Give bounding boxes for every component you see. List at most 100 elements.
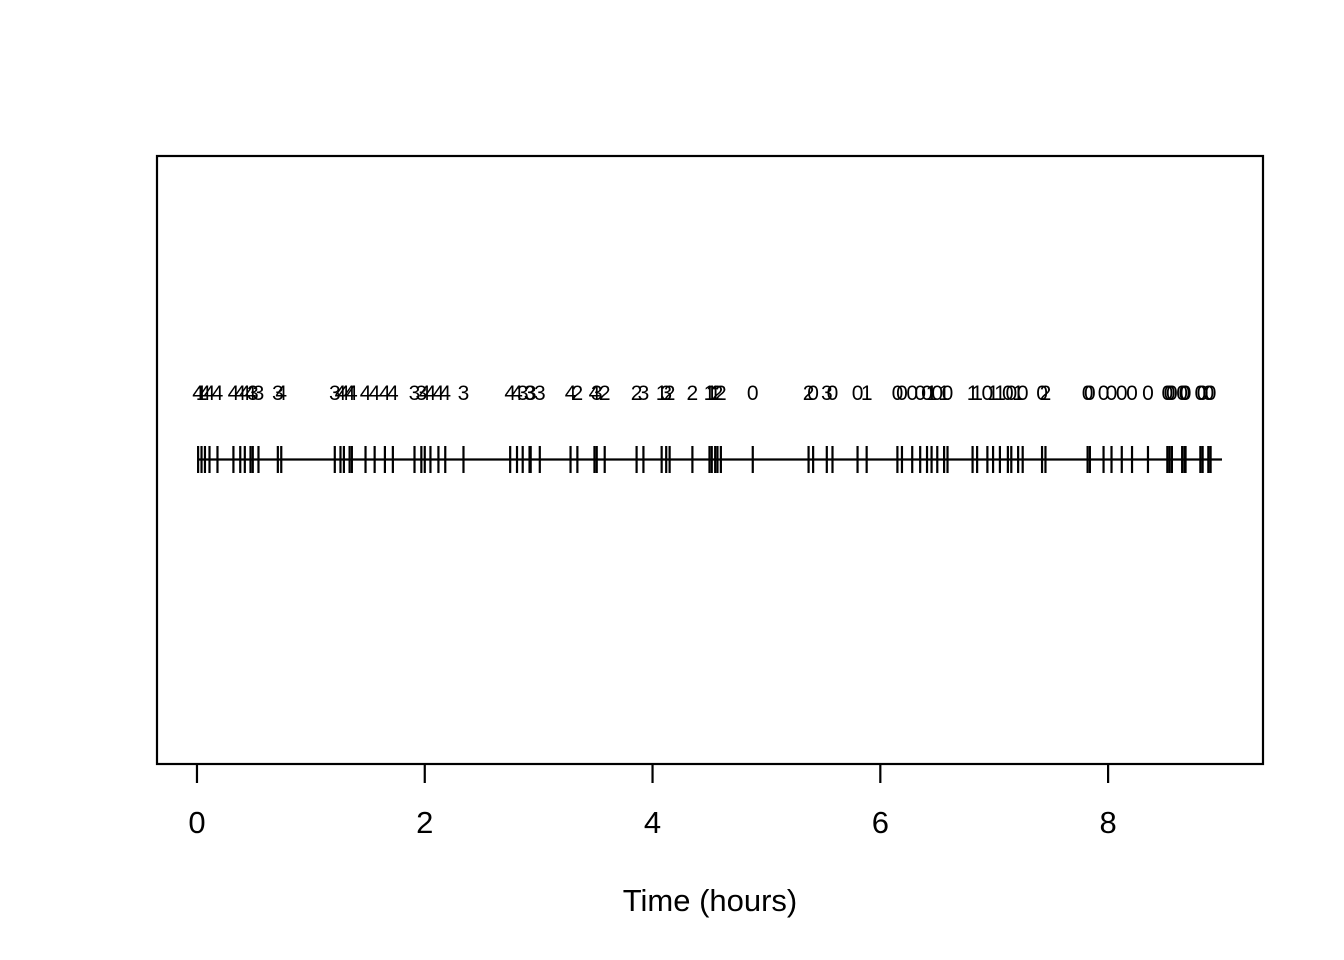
x-axis-tick-label: 4 [644, 805, 661, 840]
event-count-label: 3 [272, 382, 284, 405]
event-count-label: 1 [971, 382, 983, 405]
event-count-label: 1 [704, 382, 716, 405]
event-count-label: 1 [938, 382, 950, 405]
event-count-label: 0 [1195, 382, 1207, 405]
event-count-label: 1 [967, 382, 979, 405]
event-count-label: 4 [379, 382, 391, 405]
event-count-label: 4 [212, 382, 224, 405]
event-count-label: 4 [245, 382, 257, 405]
event-count-label: 0 [1164, 382, 1176, 405]
event-count-label: 0 [852, 382, 864, 405]
event-count-label: 1 [926, 382, 938, 405]
event-count-label: 3 [409, 382, 421, 405]
event-count-label: 3 [525, 382, 537, 405]
event-count-label: 0 [1176, 382, 1188, 405]
event-count-label: 4 [511, 382, 523, 405]
event-count-label: 3 [524, 382, 536, 405]
event-count-label: 0 [1084, 382, 1096, 405]
event-count-label: 3 [247, 382, 259, 405]
event-count-label: 4 [360, 382, 372, 405]
event-count-label: 0 [1116, 382, 1128, 405]
event-count-label: 4 [344, 382, 356, 405]
event-count-label: 0 [931, 382, 943, 405]
event-count-label: 4 [425, 382, 437, 405]
event-count-label: 0 [1017, 382, 1029, 405]
event-count-label: 4 [346, 382, 358, 405]
event-count-label: 0 [1126, 382, 1138, 405]
event-count-label: 0 [982, 382, 994, 405]
event-count-label: 0 [1179, 382, 1191, 405]
event-count-label: 4 [335, 382, 347, 405]
x-axis-tick-label: 0 [188, 805, 205, 840]
event-count-label: 4 [275, 382, 287, 405]
event-count-label: 0 [1002, 382, 1014, 405]
event-count-label: 2 [712, 382, 724, 405]
event-count-label: 1 [861, 382, 873, 405]
event-count-label: 4 [228, 382, 240, 405]
event-count-label: 0 [747, 382, 759, 405]
event-count-label: 4 [338, 382, 350, 405]
event-count-label: 3 [821, 382, 833, 405]
event-count-label: 3 [660, 382, 672, 405]
event-count-label: 4 [419, 382, 431, 405]
event-count-label: 4 [192, 382, 204, 405]
event-count-label: 0 [1005, 382, 1017, 405]
event-count-label: 3 [534, 382, 546, 405]
event-count-label: 1 [656, 382, 668, 405]
event-count-label: 4 [504, 382, 516, 405]
event-count-label: 3 [517, 382, 529, 405]
event-count-label: 0 [921, 382, 933, 405]
event-count-label: 4 [234, 382, 246, 405]
x-axis-title: Time (hours) [623, 883, 798, 918]
event-count-label: 0 [914, 382, 926, 405]
x-axis-tick-label: 6 [872, 805, 889, 840]
event-count-label: 0 [1098, 382, 1110, 405]
event-count-label: 1 [987, 382, 999, 405]
event-count-label: 2 [599, 382, 611, 405]
event-count-label: 4 [199, 382, 211, 405]
event-count-label: 1 [706, 382, 718, 405]
event-count-label: 3 [415, 382, 427, 405]
event-count-label: 0 [1106, 382, 1118, 405]
event-count-label: 0 [1161, 382, 1173, 405]
plot-border [155, 154, 1265, 766]
x-axis-tick-label: 8 [1099, 805, 1116, 840]
event-count-label: 4 [369, 382, 381, 405]
event-count-label: 3 [253, 382, 265, 405]
event-count-label: 0 [807, 382, 819, 405]
event-count-label: 0 [1142, 382, 1154, 405]
event-count-label: 0 [892, 382, 904, 405]
event-count-label: 1 [1012, 382, 1024, 405]
event-count-label: 3 [458, 382, 470, 405]
event-count-label: 0 [1036, 382, 1048, 405]
event-count-label: 4 [387, 382, 399, 405]
event-count-label: 0 [1202, 382, 1214, 405]
event-count-label: 2 [572, 382, 584, 405]
event-count-label: 3 [329, 382, 341, 405]
event-count-label: 2 [1040, 382, 1052, 405]
event-count-label: 0 [906, 382, 918, 405]
event-count-label: 4 [589, 382, 601, 405]
event-count-label: 0 [827, 382, 839, 405]
event-count-label: 1 [994, 382, 1006, 405]
event-count-label: 2 [715, 382, 727, 405]
event-count-label: 2 [803, 382, 815, 405]
event-count-label: 4 [433, 382, 445, 405]
event-count-label: 0 [942, 382, 954, 405]
event-count-label: 0 [1180, 382, 1192, 405]
event-count-label: 4 [565, 382, 577, 405]
event-count-label: 3 [591, 382, 603, 405]
event-count-label: 1 [709, 382, 721, 405]
x-axis-tick-label: 2 [416, 805, 433, 840]
event-count-label: 2 [631, 382, 643, 405]
event-count-label: 2 [664, 382, 676, 405]
event-count-label: 0 [1082, 382, 1094, 405]
event-count-label: 0 [896, 382, 908, 405]
event-count-label: 1 [196, 382, 208, 405]
event-count-label: 3 [638, 382, 650, 405]
event-count-label: 4 [439, 382, 451, 405]
event-count-label: 0 [1197, 382, 1209, 405]
event-count-label: 0 [1205, 382, 1217, 405]
